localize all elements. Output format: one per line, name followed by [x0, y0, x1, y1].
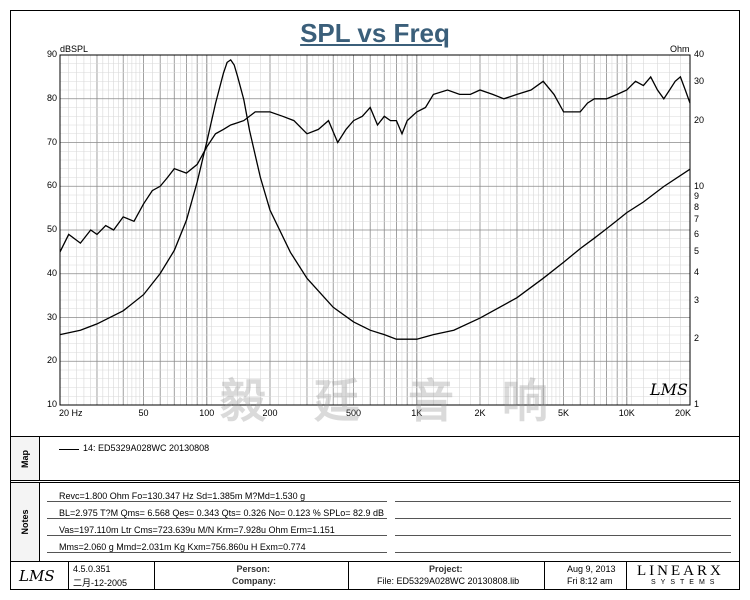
datetime-cell: Aug 9, 2013 Fri 8:12 am — [545, 562, 627, 589]
plot-border — [59, 54, 691, 406]
x-tick-label: 50 — [138, 408, 149, 418]
footer-bar: LMS 4.5.0.351 二月-12-2005 Person: Company… — [10, 561, 740, 590]
project-cell: Project: File: ED5329A028WC 20130808.lib — [349, 562, 545, 589]
notes-panel: Notes Revc=1.800 Ohm Fo=130.347 Hz Sd=1.… — [10, 482, 740, 562]
note-line-3: Vas=197.110m Ltr Cms=723.639u M/N Krm=7.… — [59, 525, 335, 535]
brand-cell: LINEARX SYSTEMS — [627, 562, 739, 589]
time: Fri 8:12 am — [567, 576, 613, 586]
y-left-tick-label: 70 — [46, 136, 57, 147]
project-label: Project: — [429, 564, 463, 574]
y-right-tick-label: 3 — [694, 294, 700, 305]
file-name: File: ED5329A028WC 20130808.lib — [377, 576, 520, 586]
x-tick-label: 1K — [411, 408, 423, 418]
y-left-tick-label: 30 — [46, 311, 57, 322]
y-right-tick-label: 4 — [694, 267, 700, 278]
lms-plot-logo: LMS — [650, 380, 688, 399]
y-right-tick-label: 5 — [694, 246, 700, 257]
legend-line-icon — [59, 449, 79, 450]
y-right-unit: Ohm — [670, 44, 690, 54]
y-left-unit: dBSPL — [60, 44, 89, 54]
note-line-2: BL=2.975 T?M Qms= 6.568 Qes= 0.343 Qts= … — [59, 508, 385, 518]
x-tick-label: 2K — [474, 408, 486, 418]
spl-curve — [59, 75, 691, 253]
x-tick-label: 100 — [199, 408, 215, 418]
y-left-tick-label: 60 — [46, 180, 57, 191]
y-left-tick-label: 20 — [46, 355, 57, 366]
y-right-tick-label: 2 — [694, 333, 700, 344]
version: 4.5.0.351 — [73, 564, 111, 574]
lms-footer-logo: LMS — [19, 567, 55, 585]
note-line-1: Revc=1.800 Ohm Fo=130.347 Hz Sd=1.385m M… — [59, 491, 306, 501]
x-tick-label: 20 Hz — [59, 408, 83, 418]
y-right-tick-label: 10 — [694, 180, 705, 191]
note-line-4: Mms=2.060 g Mmd=2.031m Kg Kxm=756.860u H… — [59, 542, 306, 552]
chart-title: SPL vs Freq — [300, 18, 450, 48]
y-right-tick-label: 9 — [694, 190, 700, 201]
y-right-tick-label: 1 — [694, 399, 700, 409]
person-cell: Person: Company: — [155, 562, 349, 589]
linearx-logo: LINEARX — [637, 563, 724, 579]
y-right-tick-label: 30 — [694, 76, 705, 87]
person-label: Person: — [236, 564, 270, 574]
x-tick-label: 10K — [618, 408, 635, 418]
build-date: 二月-12-2005 — [73, 578, 128, 588]
legend-entry: 14: ED5329A028WC 20130808 — [83, 443, 210, 453]
y-right-tick-label: 8 — [694, 201, 700, 212]
company-label: Company: — [231, 576, 276, 586]
linearx-subtitle: SYSTEMS — [651, 579, 720, 586]
y-right-tick-label: 7 — [694, 214, 700, 225]
y-right-tick-label: 20 — [694, 114, 705, 125]
x-tick-label: 200 — [262, 408, 278, 418]
y-left-tick-label: 80 — [46, 92, 57, 103]
map-tab: Map — [11, 437, 40, 480]
y-right-tick-label: 6 — [694, 228, 700, 239]
y-left-tick-label: 50 — [46, 224, 57, 234]
map-panel: Map 14: ED5329A028WC 20130808 — [10, 436, 740, 481]
x-tick-label: 500 — [346, 408, 362, 418]
impedance-curve — [59, 58, 691, 340]
y-left-tick-label: 10 — [46, 399, 57, 409]
footer-logo-cell: LMS — [11, 562, 69, 589]
x-tick-label: 20K — [674, 408, 691, 418]
plot-area — [59, 54, 691, 406]
y-right-tick-label: 40 — [694, 49, 705, 59]
date: Aug 9, 2013 — [567, 564, 616, 574]
y-left-tick-label: 40 — [46, 267, 57, 278]
version-cell: 4.5.0.351 二月-12-2005 — [69, 562, 155, 589]
x-tick-label: 5K — [558, 408, 570, 418]
y-left-tick-label: 90 — [46, 49, 57, 59]
watermark: 毅 廷 音 响 — [220, 374, 565, 428]
notes-tab: Notes — [11, 483, 40, 561]
